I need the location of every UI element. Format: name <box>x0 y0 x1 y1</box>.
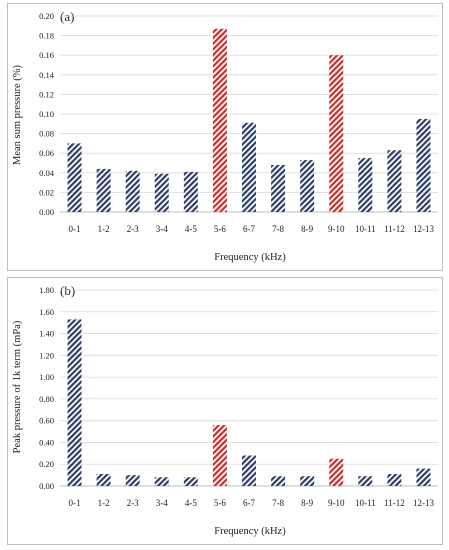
y-tick-label: 0.00 <box>39 481 54 491</box>
bar-chart-b: (b) Peak pressure of 1k term (mPa) Frequ… <box>12 283 438 537</box>
x-tick-label: 2-3 <box>127 498 139 508</box>
y-tick-label: 0.80 <box>39 394 54 404</box>
y-tick-label: 0.04 <box>39 168 55 178</box>
x-tick-label: 10-11 <box>355 498 376 508</box>
bar-4-5 <box>183 171 198 212</box>
x-tick-label: 12-13 <box>413 498 434 508</box>
chart-panel-a: (a) Mean sum pressure (%) Frequency (kHz… <box>7 3 443 271</box>
y-tick-label: 0.10 <box>39 109 54 119</box>
bar-12-13 <box>416 468 431 486</box>
y-tick-label: 0.12 <box>39 89 54 99</box>
x-tick-label: 7-8 <box>272 498 284 508</box>
bar-8-9 <box>300 160 315 212</box>
bar-9-10 <box>329 55 344 213</box>
x-tick-label: 1-2 <box>98 224 110 234</box>
bar-8-9 <box>300 476 315 486</box>
x-tick-label: 12-13 <box>413 224 434 234</box>
x-tick-label: 11-12 <box>384 498 405 508</box>
y-tick-label: 0.20 <box>39 11 54 21</box>
bar-6-7 <box>242 122 256 212</box>
y-tick-label: 1.00 <box>39 372 54 382</box>
y-tick-label: 0.18 <box>39 31 54 41</box>
bar-10-11 <box>358 158 373 212</box>
y-tick-label: 0.14 <box>39 70 55 80</box>
y-tick-label: 0.02 <box>39 187 54 197</box>
y-tick-label: 0.20 <box>39 459 54 469</box>
bar-3-4 <box>154 477 169 486</box>
x-tick-label: 9-10 <box>328 224 345 234</box>
x-tick-label: 2-3 <box>127 224 139 234</box>
bar-2-3 <box>125 475 140 486</box>
bar-1-2 <box>96 474 111 486</box>
y-tick-label: 0.40 <box>39 437 54 447</box>
x-tick-label: 6-7 <box>243 224 255 234</box>
y-tick-label: 0.08 <box>39 129 54 139</box>
x-tick-label: 5-6 <box>214 498 226 508</box>
chart-panel-b: (b) Peak pressure of 1k term (mPa) Frequ… <box>7 277 443 545</box>
y-tick-label: 0.06 <box>39 148 54 158</box>
bar-1-2 <box>96 168 111 212</box>
panel-label-b: (b) <box>60 283 75 298</box>
x-tick-label: 1-2 <box>98 498 110 508</box>
y-tick-label: 0.60 <box>39 416 54 426</box>
panel-label-a: (a) <box>60 9 74 24</box>
y-axis-title-a: Mean sum pressure (%) <box>12 64 23 165</box>
x-tick-label: 3-4 <box>156 498 168 508</box>
bar-2-3 <box>125 170 140 212</box>
x-tick-label: 4-5 <box>185 224 197 234</box>
bar-7-8 <box>271 164 286 212</box>
bar-0-1 <box>67 319 82 486</box>
x-tick-label: 7-8 <box>272 224 284 234</box>
y-tick-label: 1.60 <box>39 307 54 317</box>
bar-chart-a: (a) Mean sum pressure (%) Frequency (kHz… <box>12 9 438 263</box>
x-axis-title-a: Frequency (kHz) <box>214 252 286 263</box>
bar-3-4 <box>154 173 169 212</box>
bar-5-6 <box>212 425 227 486</box>
bar-12-13 <box>416 118 431 212</box>
x-tick-label: 11-12 <box>384 224 405 234</box>
bar-6-7 <box>242 455 256 486</box>
x-tick-label: 5-6 <box>214 224 226 234</box>
y-tick-label: 0.00 <box>39 207 54 217</box>
x-tick-label: 10-11 <box>355 224 376 234</box>
y-axis-title-b: Peak pressure of 1k term (mPa) <box>12 320 23 453</box>
x-tick-label: 4-5 <box>185 498 197 508</box>
y-tick-label: 1.20 <box>39 350 54 360</box>
bar-11-12 <box>387 474 402 486</box>
bar-0-1 <box>67 143 82 212</box>
bar-4-5 <box>183 477 198 486</box>
y-tick-label: 1.80 <box>39 285 54 295</box>
y-tick-label: 0.16 <box>39 50 54 60</box>
bar-11-12 <box>387 150 402 212</box>
bar-5-6 <box>212 28 227 212</box>
x-tick-label: 6-7 <box>243 498 255 508</box>
x-tick-label: 9-10 <box>328 498 345 508</box>
bar-9-10 <box>329 458 344 486</box>
x-tick-label: 8-9 <box>301 498 313 508</box>
x-tick-label: 3-4 <box>156 224 168 234</box>
x-tick-label: 0-1 <box>69 498 81 508</box>
x-axis-title-b: Frequency (kHz) <box>214 526 286 537</box>
bar-10-11 <box>358 476 373 486</box>
bar-7-8 <box>271 476 286 486</box>
y-tick-label: 1.40 <box>39 329 54 339</box>
x-tick-label: 8-9 <box>301 224 313 234</box>
x-tick-label: 0-1 <box>69 224 81 234</box>
